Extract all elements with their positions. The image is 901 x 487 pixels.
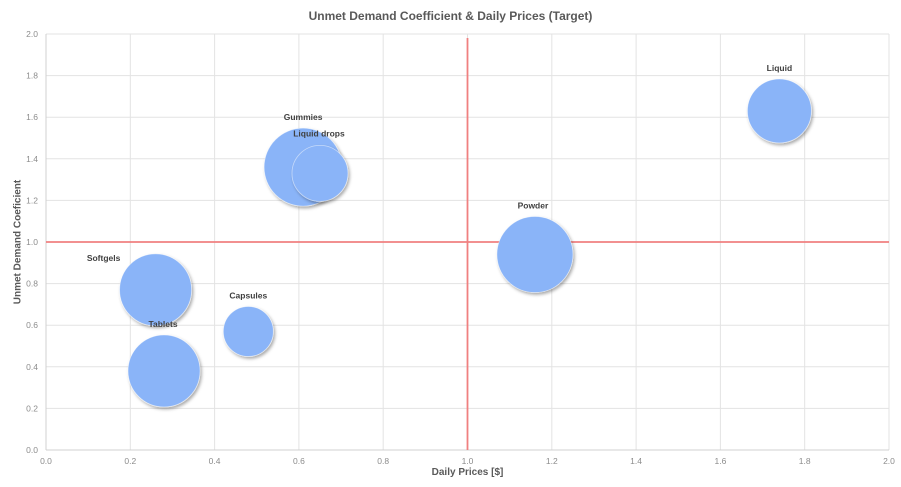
y-tick-label: 0.6 bbox=[26, 320, 38, 330]
chart-title: Unmet Demand Coefficient & Daily Prices … bbox=[308, 9, 593, 23]
x-tick-label: 1.8 bbox=[799, 456, 811, 466]
y-tick-label: 1.2 bbox=[26, 195, 38, 205]
y-tick-label: 1.0 bbox=[26, 237, 38, 247]
y-tick-label: 1.8 bbox=[26, 71, 38, 81]
bubble-tablets bbox=[127, 334, 201, 408]
x-tick-label: 0.2 bbox=[124, 456, 136, 466]
y-tick-label: 2.0 bbox=[26, 29, 38, 39]
bubble-label: Liquid drops bbox=[293, 128, 345, 138]
y-tick-label: 0.8 bbox=[26, 279, 38, 289]
x-tick-label: 2.0 bbox=[883, 456, 895, 466]
y-tick-label: 0.2 bbox=[26, 403, 38, 413]
y-tick-label: 1.6 bbox=[26, 112, 38, 122]
bubble-label: Powder bbox=[518, 200, 549, 210]
x-tick-label: 1.2 bbox=[546, 456, 558, 466]
bubble-label: Liquid bbox=[767, 63, 793, 73]
y-tick-label: 0.4 bbox=[26, 362, 38, 372]
x-tick-label: 0.8 bbox=[377, 456, 389, 466]
x-tick-label: 1.4 bbox=[630, 456, 642, 466]
x-tick-label: 0.0 bbox=[40, 456, 52, 466]
x-tick-label: 1.0 bbox=[462, 456, 474, 466]
bubble-label: Softgels bbox=[87, 253, 121, 263]
bubble-powder bbox=[496, 216, 574, 293]
bubble-liquid-drops bbox=[291, 144, 349, 202]
bubble-softgels bbox=[119, 253, 192, 327]
bubble-label: Gummies bbox=[284, 112, 323, 122]
x-tick-label: 0.4 bbox=[209, 456, 221, 466]
y-axis-label: Unmet Demand Coeficient bbox=[12, 179, 24, 305]
x-axis-label: Daily Prices [$] bbox=[431, 467, 504, 478]
bubble-label: Tablets bbox=[148, 319, 177, 329]
bubble-liquid bbox=[747, 78, 812, 144]
bubble-capsules bbox=[222, 306, 274, 357]
x-tick-label: 0.6 bbox=[293, 456, 305, 466]
bubble-label: Capsules bbox=[229, 290, 267, 300]
x-tick-label: 1.6 bbox=[714, 456, 726, 466]
y-tick-label: 0.0 bbox=[26, 445, 38, 455]
y-tick-label: 1.4 bbox=[26, 154, 38, 164]
